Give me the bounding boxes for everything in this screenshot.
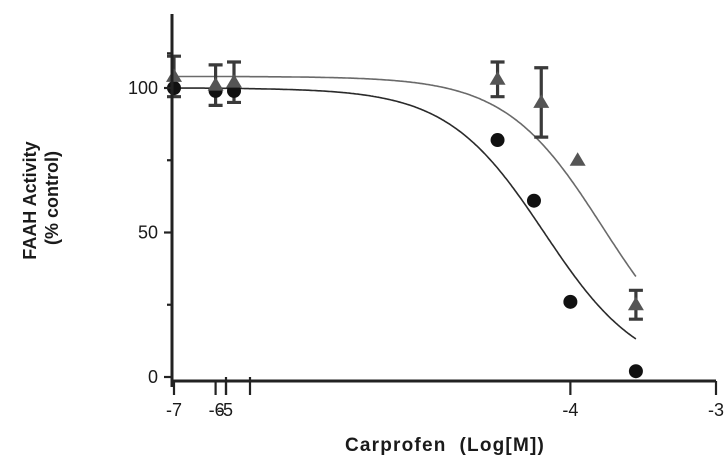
x-tick-label: -7 <box>166 400 182 420</box>
data-point-circle <box>628 364 643 379</box>
data-point-triangle <box>166 68 182 82</box>
y-axis-title-line-2: (% control) <box>42 151 62 245</box>
data-point-triangle <box>533 94 550 108</box>
y-tick-label: 50 <box>138 223 158 243</box>
x-tick-label: -4 <box>562 400 578 420</box>
data-point-triangle <box>226 74 242 88</box>
data-point-circle <box>526 193 541 208</box>
axis-labels: Carprofen (Log[M]) FAAH Activity (% cont… <box>20 136 545 456</box>
data-point-triangle <box>627 296 644 311</box>
y-tick-label: 0 <box>148 367 158 387</box>
data-point-circle <box>490 133 505 148</box>
x-tick-label: -5 <box>217 400 233 420</box>
data-point-circle <box>167 81 181 95</box>
x-tick-label: -6 <box>209 400 225 420</box>
data-point-triangle <box>489 71 506 85</box>
data-points <box>166 68 644 379</box>
data-point-triangle <box>207 77 224 91</box>
axes: 0 50 100 -7 -6-5 -4 -3 <box>128 14 724 420</box>
y-axis-title-line-1: FAAH Activity <box>20 141 40 259</box>
y-tick-label: 100 <box>128 78 158 98</box>
x-tick-label: -3 <box>708 400 724 420</box>
fit-curve <box>174 75 637 277</box>
x-axis-title: Carprofen (Log[M]) <box>345 435 545 456</box>
data-point-triangle <box>569 152 586 166</box>
y-axis-title: FAAH Activity (% control) <box>20 136 62 259</box>
data-point-circle <box>563 294 578 309</box>
